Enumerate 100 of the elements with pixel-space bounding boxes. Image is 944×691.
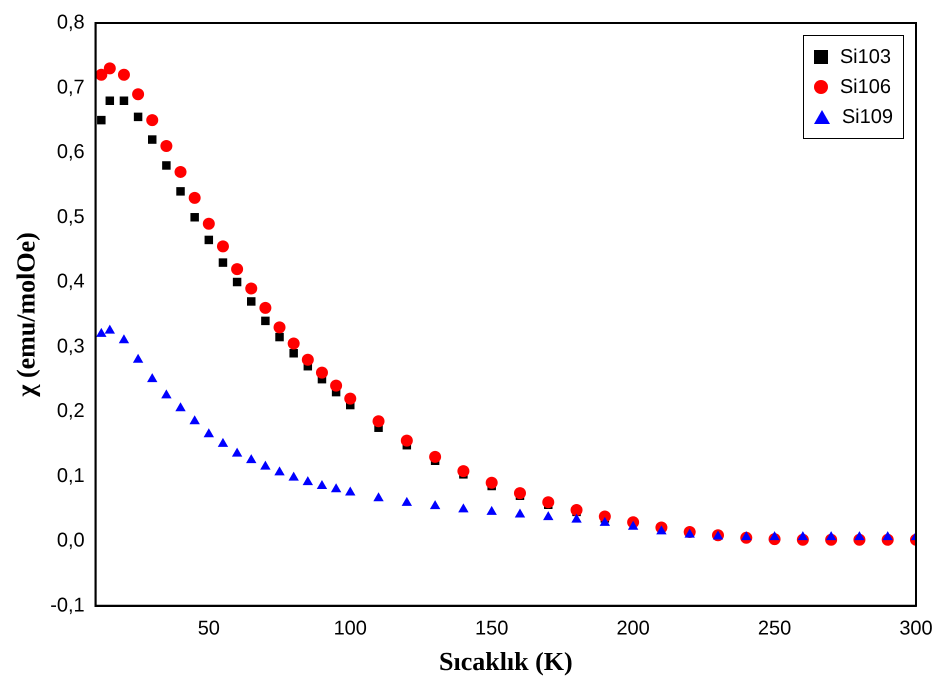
point xyxy=(259,302,272,314)
point xyxy=(160,140,172,152)
point xyxy=(798,531,808,540)
point xyxy=(204,428,214,438)
point xyxy=(118,68,130,81)
y-tick-label: 0,4 xyxy=(56,270,85,293)
x-axis-title: Sıcaklık (K) xyxy=(439,647,573,676)
point xyxy=(134,112,142,122)
point xyxy=(826,531,836,540)
x-tick-label: 250 xyxy=(758,617,792,640)
point xyxy=(274,321,286,334)
point xyxy=(175,402,186,412)
point xyxy=(232,278,242,286)
point xyxy=(289,349,298,358)
y-tick-label: 0,8 xyxy=(56,12,85,34)
point xyxy=(161,389,172,398)
x-tick-label: 300 xyxy=(899,617,933,640)
point xyxy=(288,338,300,350)
point xyxy=(104,62,116,74)
x-tick-label: 200 xyxy=(616,617,650,640)
point xyxy=(656,525,667,534)
point xyxy=(218,258,228,267)
point xyxy=(684,528,695,538)
point xyxy=(246,454,256,464)
point xyxy=(231,263,244,276)
point xyxy=(274,466,285,476)
point xyxy=(302,476,314,486)
point xyxy=(330,380,342,392)
point xyxy=(174,166,187,178)
point xyxy=(628,520,638,530)
point xyxy=(288,472,299,481)
x-tick-label: 100 xyxy=(334,617,367,640)
x-tick-label: 150 xyxy=(475,617,508,640)
point xyxy=(147,373,158,382)
point xyxy=(345,486,356,496)
point xyxy=(148,135,156,144)
y-tick-label: 0,0 xyxy=(56,530,85,552)
point xyxy=(97,116,106,124)
point xyxy=(104,324,116,334)
point xyxy=(430,500,440,510)
y-tick-label: 0,3 xyxy=(56,335,85,358)
point xyxy=(247,297,256,306)
point xyxy=(372,415,385,428)
y-tick-label: 0,5 xyxy=(56,206,85,228)
y-axis-title: χ (emu/molOe) xyxy=(11,232,40,398)
point xyxy=(260,460,271,470)
point xyxy=(302,354,314,366)
point xyxy=(882,531,893,540)
point xyxy=(741,531,752,540)
point xyxy=(570,504,583,516)
point xyxy=(514,487,526,500)
point xyxy=(132,88,144,100)
point xyxy=(106,96,114,105)
y-tick-label: 0,1 xyxy=(56,464,85,487)
point xyxy=(216,240,229,252)
point xyxy=(261,316,270,326)
point xyxy=(275,332,284,342)
point xyxy=(245,282,258,294)
point xyxy=(542,496,554,508)
point xyxy=(571,514,582,523)
point xyxy=(600,516,610,526)
y-tick-label: 0,7 xyxy=(56,76,85,98)
x-tick-label: 50 xyxy=(198,617,220,640)
y-tick-label: 0,2 xyxy=(56,400,85,422)
point xyxy=(118,334,130,344)
point xyxy=(96,328,107,337)
legend-label: Si109 xyxy=(842,105,893,130)
point xyxy=(232,448,242,457)
point xyxy=(176,187,185,196)
point xyxy=(316,480,328,489)
point xyxy=(373,492,384,502)
point xyxy=(344,392,356,405)
point xyxy=(120,96,128,105)
point xyxy=(162,161,171,170)
point xyxy=(486,506,497,515)
legend-label: Si106 xyxy=(840,75,891,100)
point xyxy=(429,450,442,463)
point xyxy=(486,476,498,489)
point xyxy=(458,503,469,512)
point xyxy=(543,511,554,520)
y-tick-label: 0,6 xyxy=(56,141,85,164)
point xyxy=(202,218,215,230)
point xyxy=(769,531,780,540)
point xyxy=(330,483,342,492)
point xyxy=(514,508,526,518)
y-tick-label: -0,1 xyxy=(50,594,85,616)
point xyxy=(188,192,201,204)
point xyxy=(316,366,328,379)
point xyxy=(400,434,413,447)
point xyxy=(146,114,158,126)
point xyxy=(96,68,108,81)
point xyxy=(854,531,865,540)
point xyxy=(457,465,470,478)
legend-label: Si103 xyxy=(840,45,891,70)
point xyxy=(189,415,200,424)
point xyxy=(402,496,412,506)
point xyxy=(132,354,144,363)
point xyxy=(204,236,214,244)
point xyxy=(190,213,199,222)
point xyxy=(218,438,228,447)
